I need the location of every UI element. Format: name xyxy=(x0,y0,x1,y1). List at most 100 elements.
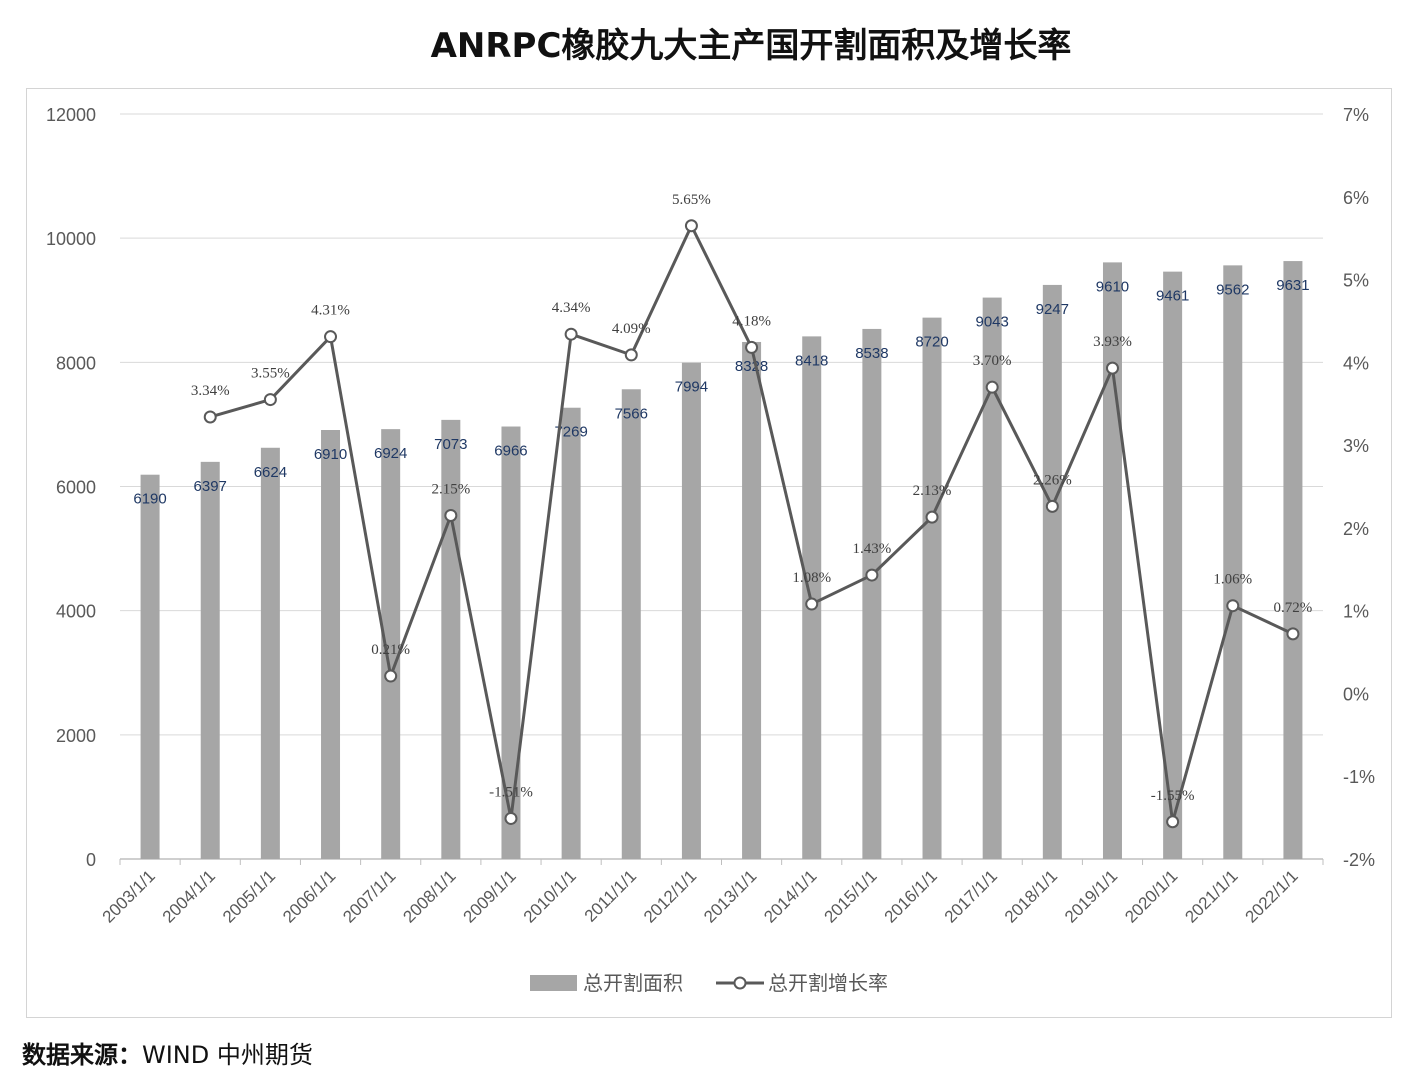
growth-rate-point xyxy=(324,330,338,344)
chart-title: ANRPC橡胶九大主产国开割面积及增长率 xyxy=(430,26,1072,66)
line-data-label: -1.55% xyxy=(1151,788,1195,804)
growth-rate-point xyxy=(745,340,759,354)
y-right-tick-label: -1% xyxy=(1343,767,1375,787)
bar-data-label: 9631 xyxy=(1276,277,1309,294)
bar-data-label: 7566 xyxy=(615,405,648,422)
bar-data-label: 9043 xyxy=(975,314,1008,331)
y-right-tick-label: 7% xyxy=(1343,105,1369,125)
legend-line-marker xyxy=(733,976,747,990)
x-tick-label: 2008/1/1 xyxy=(399,866,459,926)
growth-rate-point xyxy=(1105,361,1119,375)
line-data-label: 2.13% xyxy=(913,483,952,499)
bar-data-label: 6397 xyxy=(194,478,227,495)
bar-total-area xyxy=(742,341,762,860)
bar-data-label: 9247 xyxy=(1036,301,1069,318)
bar-total-area xyxy=(862,328,882,859)
bar-data-label: 8538 xyxy=(855,345,888,362)
combo-chart: 0 2000 4000 6000 8000 10000 12000 -2% -1% 0% 1% 2% 3… xyxy=(46,105,1375,995)
bar-data-label: 9461 xyxy=(1156,288,1189,305)
line-data-label: 3.34% xyxy=(191,383,230,399)
y-left-tick-label: 0 xyxy=(86,850,96,870)
x-tick-label: 2013/1/1 xyxy=(700,866,760,926)
line-data-label: 2.15% xyxy=(431,481,470,497)
growth-rate-point xyxy=(805,597,819,611)
line-data-label: 0.72% xyxy=(1274,600,1313,616)
line-data-label: 4.31% xyxy=(311,303,350,319)
growth-rate-point xyxy=(263,393,277,407)
line-data-label: 3.55% xyxy=(251,366,290,382)
line-data-label: 3.70% xyxy=(973,353,1012,369)
x-tick-label: 2012/1/1 xyxy=(640,866,700,926)
bar-total-area xyxy=(561,407,581,859)
growth-rate-point xyxy=(384,669,398,683)
x-tick-label: 2022/1/1 xyxy=(1242,866,1302,926)
growth-rate-point xyxy=(203,410,217,424)
x-tick-label: 2016/1/1 xyxy=(881,866,941,926)
x-tick-label: 2015/1/1 xyxy=(820,866,880,926)
y-left-tick-label: 4000 xyxy=(56,602,96,622)
bar-data-label: 8720 xyxy=(915,334,948,351)
bar-total-area xyxy=(1163,271,1183,859)
bar-data-label: 9610 xyxy=(1096,278,1129,295)
bar-total-area xyxy=(260,447,280,859)
bar-data-label: 7073 xyxy=(434,436,467,453)
bar-total-area xyxy=(1102,262,1122,860)
growth-rate-point xyxy=(1226,599,1240,613)
x-tick-label: 2020/1/1 xyxy=(1121,866,1181,926)
x-tick-label: 2009/1/1 xyxy=(460,866,520,926)
line-data-label: 4.18% xyxy=(732,313,771,329)
bar-data-label: 6966 xyxy=(494,443,527,460)
bar-data-label: 8328 xyxy=(735,358,768,375)
source-value: WIND 中州期货 xyxy=(142,1041,313,1069)
growth-rate-point xyxy=(624,348,638,362)
source-label: 数据来源： xyxy=(22,1041,142,1069)
source-note: 数据来源：WIND 中州期货 xyxy=(22,1035,313,1070)
bar-total-area xyxy=(200,461,220,859)
x-tick-label: 2014/1/1 xyxy=(760,866,820,926)
growth-rate-point xyxy=(1286,627,1300,641)
line-data-label: 0.21% xyxy=(371,642,410,658)
x-tick-label: 2007/1/1 xyxy=(339,866,399,926)
legend-bar-label: 总开割面积 xyxy=(583,971,683,995)
line-data-label: -1.51% xyxy=(489,784,533,800)
bar-total-area xyxy=(321,430,341,859)
y-right-tick-label: 2% xyxy=(1343,519,1369,539)
growth-rate-point xyxy=(444,508,458,522)
growth-rate-point xyxy=(985,380,999,394)
bar-data-label: 8418 xyxy=(795,352,828,369)
y-right-tick-label: 1% xyxy=(1343,602,1369,622)
x-tick-label: 2011/1/1 xyxy=(581,866,640,925)
line-data-label: 1.43% xyxy=(853,541,892,557)
bar-total-area xyxy=(982,297,1002,859)
y-right-tick-label: 3% xyxy=(1343,436,1369,456)
bar-total-area xyxy=(1042,284,1062,859)
y-left-tick-label: 2000 xyxy=(56,726,96,746)
y-left-tick-label: 6000 xyxy=(56,478,96,498)
bar-data-label: 6910 xyxy=(314,446,347,463)
bar-total-area xyxy=(621,389,641,859)
x-tick-label: 2017/1/1 xyxy=(941,866,1001,926)
y-left-tick-label: 12000 xyxy=(46,105,96,125)
growth-rate-point xyxy=(564,327,578,341)
bar-data-label: 7269 xyxy=(554,424,587,441)
legend-bar-swatch xyxy=(530,975,577,991)
x-tick-label: 2010/1/1 xyxy=(520,866,580,926)
line-data-label: 1.06% xyxy=(1213,572,1252,588)
bar-total-area xyxy=(140,474,160,859)
line-data-label: 4.34% xyxy=(552,300,591,316)
growth-rate-point xyxy=(865,568,879,582)
y-left-tick-label: 10000 xyxy=(46,229,96,249)
growth-rate-point xyxy=(684,219,698,233)
line-data-label: 2.26% xyxy=(1033,472,1072,488)
line-data-label: 4.09% xyxy=(612,321,651,337)
bar-data-label: 6624 xyxy=(254,464,287,481)
x-tick-label: 2003/1/1 xyxy=(99,866,159,926)
y-left-tick-label: 8000 xyxy=(56,353,96,373)
line-data-label: 5.65% xyxy=(672,192,711,208)
bar-data-label: 6924 xyxy=(374,445,407,462)
y-right-tick-label: 6% xyxy=(1343,188,1369,208)
bar-total-area xyxy=(1223,265,1243,860)
y-right-tick-label: 5% xyxy=(1343,271,1369,291)
line-data-label: 1.08% xyxy=(792,570,831,586)
growth-rate-point xyxy=(925,510,939,524)
